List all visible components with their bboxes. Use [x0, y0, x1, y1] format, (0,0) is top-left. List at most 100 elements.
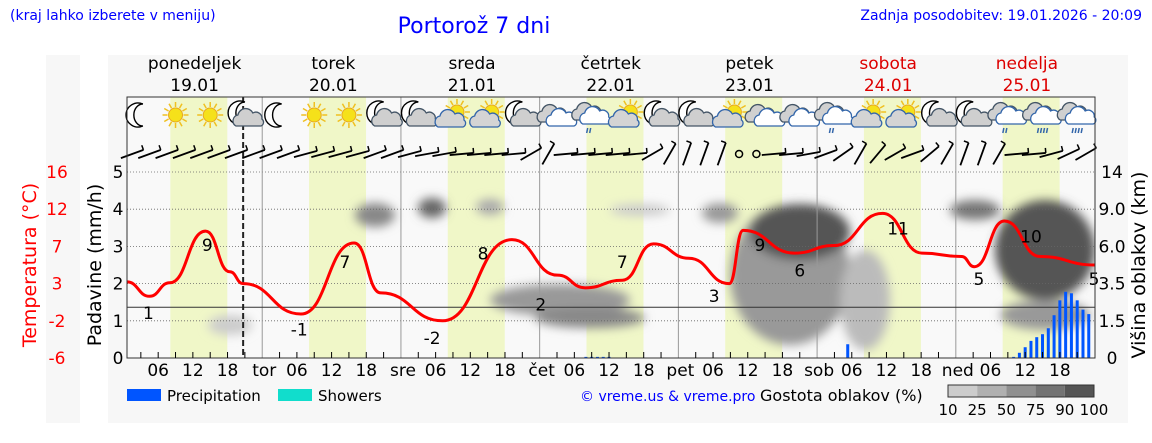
- wind-barb-shaft: [241, 149, 266, 159]
- wind-barb-shaft: [869, 144, 887, 164]
- day-date: 20.01: [309, 76, 358, 96]
- moon-cloud-icon: [955, 100, 993, 127]
- wind-barb-icon: [605, 147, 631, 156]
- clouds-icon: [536, 103, 578, 127]
- sun-cloud-icon: [434, 99, 470, 128]
- cloud-rain-icon: [1022, 101, 1062, 134]
- sun-disc: [341, 107, 357, 123]
- wind-barb-icon: [992, 140, 1006, 165]
- sun-ray: [168, 103, 173, 109]
- day-name: torek: [311, 54, 355, 74]
- sun-ray: [216, 107, 222, 112]
- wind-barb-flag: [297, 144, 301, 151]
- sun-ray: [498, 115, 504, 120]
- sun-ray: [352, 103, 357, 109]
- sun-ray: [355, 107, 361, 112]
- sun-ray: [737, 100, 742, 106]
- precip-tick-label: 5: [113, 163, 124, 183]
- wind-barb-flag: [861, 140, 867, 145]
- wind-barb-icon: [814, 144, 838, 159]
- wind-barb-shaft: [155, 149, 179, 159]
- wind-barb-flag: [383, 144, 387, 151]
- cloud-icon: [607, 108, 640, 128]
- wind-barb-shaft: [449, 152, 474, 156]
- sun-ray: [460, 100, 465, 106]
- cloud-icon: [232, 107, 265, 127]
- sun-ray: [203, 103, 207, 109]
- wind-barb-flag: [818, 146, 821, 153]
- sun-icon: [301, 102, 328, 128]
- wind-barb-icon: [541, 140, 556, 165]
- wind-barb-shaft: [189, 149, 214, 159]
- wind-barb-shaft: [853, 143, 868, 165]
- cloud-blob: [418, 198, 446, 218]
- wind-barb-flag: [538, 143, 543, 149]
- raindrop: [1042, 127, 1046, 134]
- day-date: 25.01: [1003, 76, 1052, 96]
- daylight-band: [170, 97, 228, 358]
- sun-ray: [163, 118, 169, 123]
- day-abbr-tick: pet: [666, 361, 694, 381]
- sun-ray: [213, 103, 218, 109]
- precipitation-bar: [1029, 340, 1033, 358]
- wind-barb-shaft: [779, 152, 804, 156]
- wind-barb-shaft: [814, 149, 838, 159]
- cloud-icon: [434, 108, 467, 128]
- wind-barb-shaft: [276, 149, 300, 159]
- wind-barb-icon: [682, 140, 692, 166]
- sun-cloud-icon: [607, 99, 644, 128]
- cloud-blob: [490, 284, 630, 316]
- wind-barb-flag: [141, 144, 145, 151]
- sun-ray: [307, 103, 311, 109]
- wind-barb-shaft: [466, 152, 492, 156]
- moon-icon: [125, 102, 144, 128]
- temperature-label: -1: [291, 321, 308, 341]
- moon-icon: [264, 102, 282, 128]
- sun-ray: [307, 121, 311, 127]
- hour-tick-label: 18: [217, 361, 239, 381]
- wind-barb-shaft: [397, 150, 422, 158]
- hour-tick-label: 18: [494, 361, 516, 381]
- raindrop: [1036, 127, 1040, 134]
- density-scale-frame: [947, 384, 1095, 398]
- precip-tick-label: 1: [113, 312, 124, 332]
- wind-barb-icon: [432, 146, 457, 157]
- sun-ray: [865, 100, 870, 106]
- moon-icon: [125, 102, 144, 128]
- wind-barb-icon: [380, 144, 405, 159]
- legend-showers-label: Showers: [318, 387, 382, 405]
- wind-barb-icon: [189, 144, 214, 159]
- wind-barb-icon: [501, 147, 527, 156]
- wind-barb-icon: [241, 144, 266, 159]
- wind-barb-flag: [245, 144, 249, 151]
- sun-ray: [198, 107, 204, 112]
- wind-barb-icon: [853, 140, 868, 165]
- sun-icon: [197, 102, 224, 128]
- wind-barb-flag: [262, 144, 266, 151]
- wind-barb-icon: [1057, 144, 1081, 160]
- sun-ray: [623, 100, 628, 106]
- sun-ray: [302, 107, 308, 112]
- wind-barb-shaft: [622, 152, 648, 156]
- cloud-blob: [702, 203, 738, 223]
- temp-tick-label: 3: [52, 275, 63, 295]
- sun-ray: [182, 118, 188, 123]
- precip-tick-label: 2: [113, 275, 124, 295]
- precipitation-bars: [584, 291, 1091, 358]
- wind-barb-shaft: [380, 149, 404, 159]
- wind-barb-icon: [120, 144, 145, 159]
- cloud-blob: [995, 200, 1095, 300]
- temp-axis-title: Temperatura (°C): [19, 183, 41, 348]
- hour-tick-label: 06: [564, 361, 586, 381]
- wind-barb-shaft: [120, 149, 144, 159]
- copyright-link[interactable]: © vreme.us & vreme.pro: [580, 389, 755, 405]
- wind-barb-shaft: [137, 149, 162, 159]
- hour-tick-label: 18: [355, 361, 377, 381]
- wind-barb-shaft: [224, 149, 248, 159]
- wind-barb-shaft: [641, 147, 664, 161]
- hour-tick-label: 18: [633, 361, 655, 381]
- cloud-height-axis-title: Višina oblakov (km): [1128, 172, 1150, 359]
- daylight-band: [447, 97, 505, 358]
- precipitation-bar: [1017, 352, 1021, 358]
